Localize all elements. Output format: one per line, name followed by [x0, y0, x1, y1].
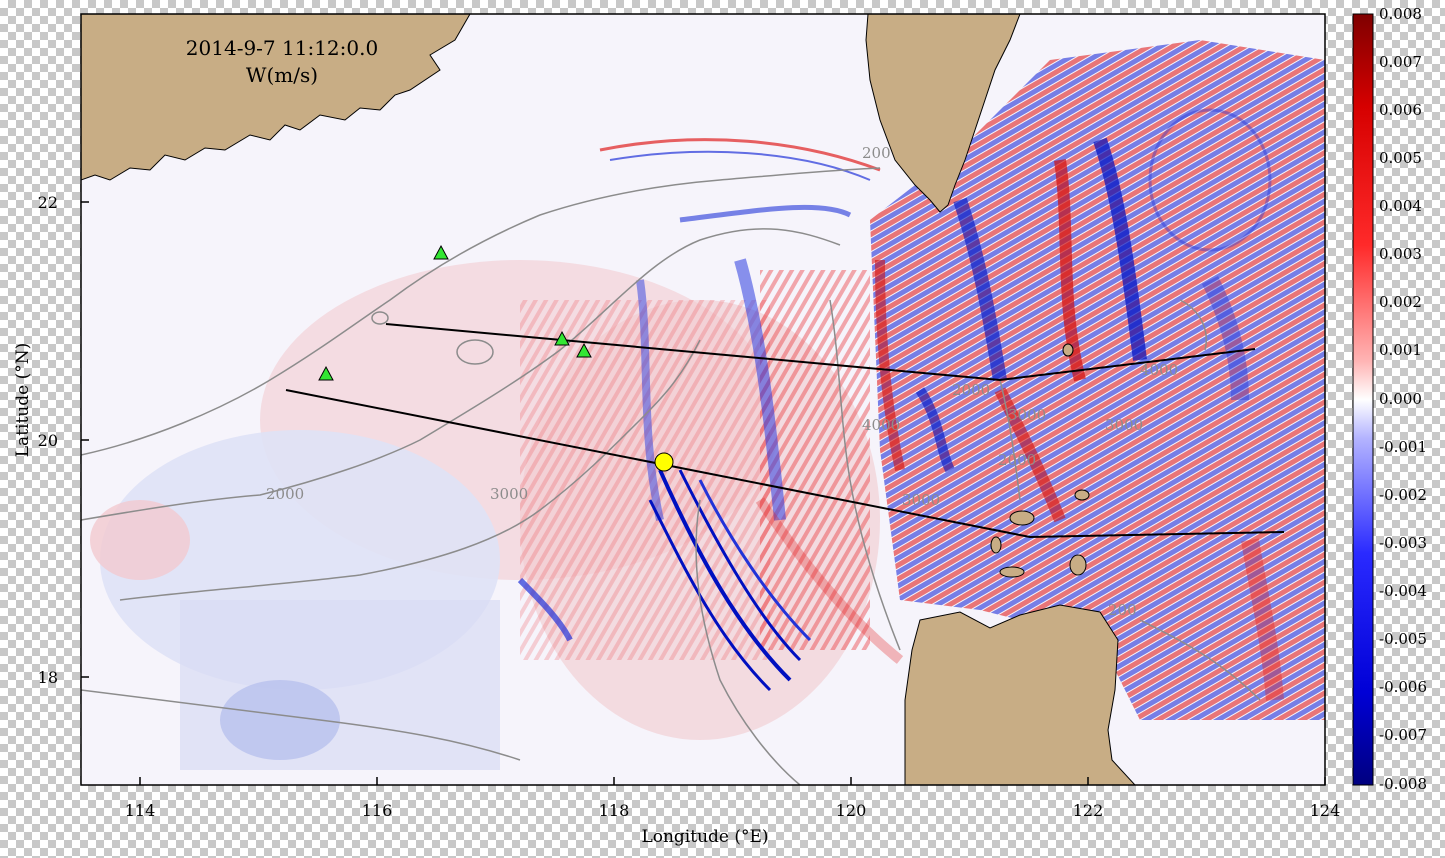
contour-label: 2000 — [952, 381, 990, 399]
colorbar-label: 0.008 — [1379, 5, 1422, 23]
island-d — [1069, 554, 1087, 576]
colorbar-label: -0.005 — [1379, 630, 1427, 648]
bathymetry-contours — [81, 167, 1261, 785]
contour-label: 2000 — [266, 485, 304, 503]
map-title: 2014-9-7 11:12:0.0 W(m/s) — [186, 36, 378, 87]
colorbar-ramp — [1352, 13, 1374, 786]
colorbar-label: -0.002 — [1379, 486, 1427, 504]
island-f — [1062, 343, 1074, 357]
northern-transect — [385, 323, 1256, 382]
x-axis — [139, 777, 1326, 785]
transect-lines — [285, 323, 1285, 539]
y-tick-label: 22 — [38, 193, 58, 212]
taiwan-island — [865, 14, 1021, 213]
station-triangle — [318, 365, 334, 381]
contour-label: 3000 — [1008, 406, 1046, 424]
contour-labels: 200 2000 3000 4000 2000 3000 4000 3000 2… — [266, 144, 1178, 619]
colorbar-label: 0.005 — [1379, 149, 1422, 167]
southern-transect — [285, 389, 1285, 539]
colorbar: 0.008 0.007 0.006 0.005 0.004 0.003 0.00… — [1352, 5, 1427, 793]
y-tick-label: 20 — [38, 431, 58, 450]
colorbar-label: -0.008 — [1379, 775, 1427, 793]
colorbar-label: 0.001 — [1379, 341, 1422, 359]
contour-label: 3000 — [490, 485, 528, 503]
contour-label: 3000 — [1105, 416, 1143, 434]
contour-label: 2000 — [998, 451, 1036, 469]
title-datetime: 2014-9-7 11:12:0.0 — [186, 36, 378, 60]
x-tick-label: 118 — [599, 801, 630, 820]
contour-label: 200 — [1108, 601, 1137, 619]
wave-field — [90, 138, 904, 770]
station-triangle — [554, 330, 570, 346]
contour-label: 3000 — [902, 491, 940, 509]
plot-area: 200 2000 3000 4000 2000 3000 4000 3000 2… — [81, 14, 1325, 785]
x-tick-label: 114 — [125, 801, 156, 820]
mainland-china — [81, 14, 471, 181]
x-tick-label: 122 — [1073, 801, 1104, 820]
colorbar-label: 0.006 — [1379, 101, 1422, 119]
station-triangle — [433, 244, 449, 260]
colorbar-label: 0.003 — [1379, 245, 1422, 263]
island-a — [1009, 510, 1035, 526]
colorbar-label: -0.007 — [1379, 726, 1427, 744]
colorbar-label: 0.007 — [1379, 53, 1422, 71]
colorbar-label: 0.002 — [1379, 293, 1422, 311]
contour-label: 4000 — [1140, 361, 1178, 379]
colorbar-label: -0.003 — [1379, 534, 1427, 552]
island-e — [1074, 489, 1090, 501]
x-tick-label: 120 — [836, 801, 867, 820]
land — [81, 14, 1136, 785]
colorbar-label: 0.000 — [1379, 390, 1422, 408]
island-b — [990, 536, 1002, 554]
island-c — [999, 566, 1025, 578]
contour-label: 4000 — [862, 416, 900, 434]
turbulent-region — [870, 40, 1325, 720]
colorbar-label: -0.004 — [1379, 582, 1427, 600]
x-tick-label: 124 — [1310, 801, 1341, 820]
stations — [318, 244, 592, 381]
y-axis — [81, 201, 89, 678]
y-tick-label: 18 — [38, 668, 58, 687]
y-axis-label: Latitude (°N) — [13, 343, 33, 457]
colorbar-label: -0.006 — [1379, 678, 1427, 696]
x-axis-label: Longitude (°E) — [641, 827, 768, 847]
station-triangle — [576, 342, 592, 358]
x-tick-label: 116 — [362, 801, 393, 820]
mooring-marker — [654, 452, 674, 472]
colorbar-label: 0.004 — [1379, 197, 1422, 215]
title-variable: W(m/s) — [246, 63, 318, 87]
colorbar-label: -0.001 — [1379, 438, 1427, 456]
contour-label: 200 — [862, 144, 891, 162]
plot-frame — [80, 13, 1326, 786]
luzon-island — [904, 604, 1136, 785]
